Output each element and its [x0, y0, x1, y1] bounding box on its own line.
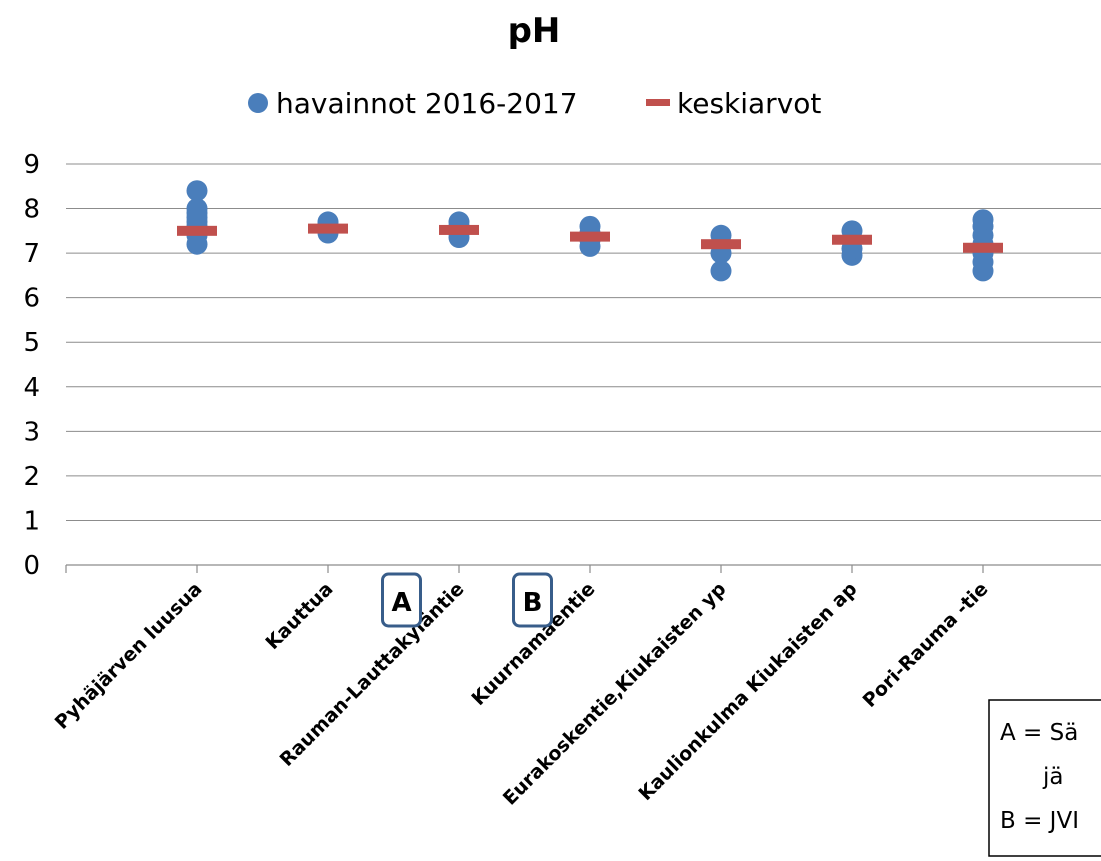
y-tick-label-8: 8 [23, 195, 40, 225]
x-category-label: Kaulionkulma Kiukaisten ap [634, 578, 861, 805]
observation-points [186, 180, 994, 282]
average-marker [832, 234, 872, 245]
y-tick-label-3: 3 [23, 417, 40, 447]
annotation-box-A: A [381, 572, 422, 628]
gridlines [66, 163, 1101, 521]
average-marker [308, 223, 348, 234]
legend-marker-averages [646, 99, 670, 106]
observation-point [972, 209, 994, 231]
average-markers [177, 223, 1003, 253]
y-tick-label-2: 2 [23, 462, 40, 492]
observation-point [186, 180, 208, 202]
note-line-3: B = JVI [1000, 808, 1079, 834]
observation-point [186, 198, 208, 220]
y-tick-label-9: 9 [23, 150, 40, 180]
average-marker [570, 231, 610, 242]
y-tick-label-7: 7 [23, 239, 40, 269]
legend: havainnot 2016-2017 keskiarvot [248, 87, 821, 120]
chart-title: pH [508, 11, 561, 51]
annotation-frame [381, 572, 422, 628]
average-marker [439, 224, 479, 235]
y-tick-label-5: 5 [23, 328, 40, 358]
legend-label-averages: keskiarvot [677, 87, 821, 120]
average-marker [963, 242, 1003, 253]
annotation-label: A [391, 588, 411, 618]
annotation-box-B: B [512, 572, 553, 628]
note-box-frame [988, 699, 1101, 857]
annotation-frame [512, 572, 553, 628]
x-axis [65, 564, 1101, 573]
y-tick-label-1: 1 [23, 506, 40, 536]
x-category-label: Kauttua [261, 578, 337, 654]
note-line-2: jä [1042, 764, 1063, 790]
legend-label-observations: havainnot 2016-2017 [276, 87, 578, 120]
x-category-label: Pori-Rauma -tie [859, 578, 993, 712]
y-axis-tick-labels: 0 1 2 3 4 5 6 7 8 9 [23, 150, 40, 581]
y-tick-label-0: 0 [23, 551, 40, 581]
y-tick-label-4: 4 [23, 373, 40, 403]
note-box: A = Sä jä B = JVI [988, 699, 1101, 857]
y-tick-label-6: 6 [23, 284, 40, 314]
x-category-label: Pyhäjärven luusua [51, 578, 207, 734]
observation-point [710, 260, 732, 282]
annotation-label: B [523, 588, 543, 618]
legend-marker-observations [248, 93, 268, 113]
average-marker [177, 225, 217, 236]
note-line-1: A = Sä [1000, 720, 1078, 746]
average-marker [701, 239, 741, 250]
